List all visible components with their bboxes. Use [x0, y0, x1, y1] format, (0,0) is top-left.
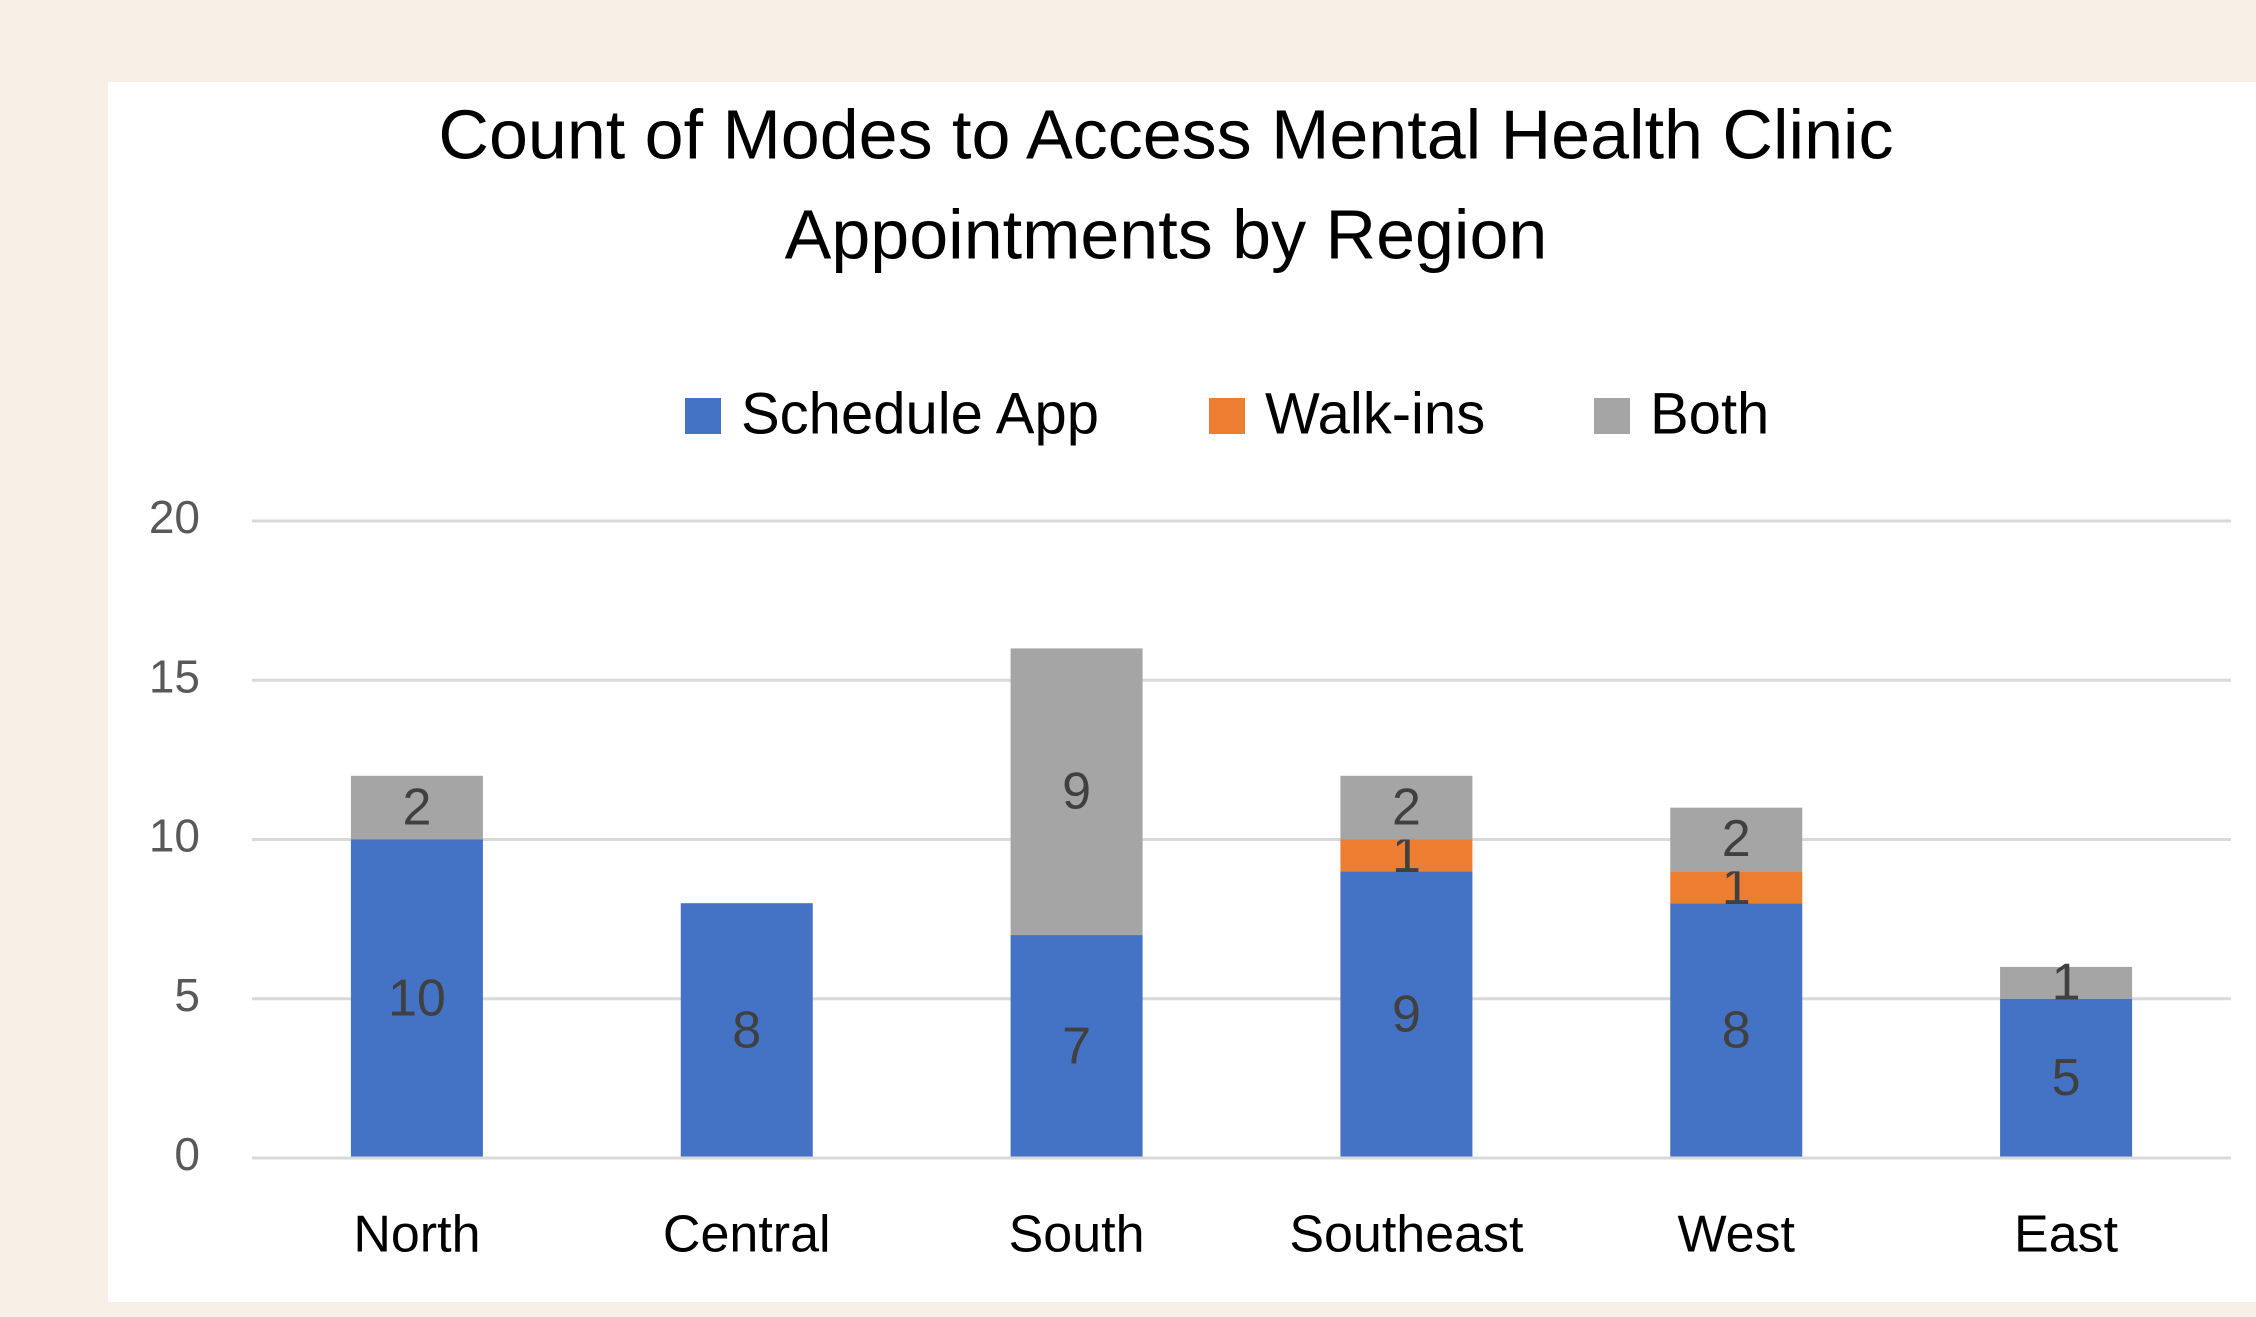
bar-segment [350, 839, 483, 1158]
bar-segment [1340, 839, 1473, 872]
data-label: 8 [732, 1001, 761, 1059]
bar-segment [1010, 935, 1143, 1158]
bar-segment [1010, 648, 1143, 936]
bar-segment [2000, 966, 2133, 999]
legend-swatch [1594, 398, 1630, 434]
data-label: 2 [402, 778, 431, 836]
y-tick-label: 10 [149, 810, 200, 862]
bar-segment [2000, 998, 2133, 1158]
data-label: 8 [1722, 1001, 1751, 1059]
y-tick-label: 20 [149, 491, 200, 543]
data-label: 7 [1062, 1017, 1091, 1075]
data-label: 9 [1062, 762, 1091, 820]
data-label: 1 [2052, 954, 2081, 1012]
x-tick-label: East [2014, 1206, 2119, 1264]
bar-segment [1670, 871, 1803, 904]
data-label: 5 [2052, 1049, 2081, 1107]
legend-swatch [1209, 398, 1245, 434]
bar-segment [350, 775, 483, 840]
x-tick-label: South [1009, 1206, 1145, 1264]
chart-title: Appointments by Region [785, 195, 1548, 273]
x-tick-label: Southeast [1289, 1206, 1524, 1264]
legend-label: Schedule App [741, 381, 1099, 446]
y-tick-label: 15 [149, 650, 200, 702]
legend-swatch [685, 398, 721, 434]
chart-title: Count of Modes to Access Mental Health C… [438, 95, 1893, 173]
data-label: 2 [1392, 778, 1421, 836]
x-tick-label: Central [663, 1206, 831, 1264]
data-label: 10 [388, 969, 446, 1027]
x-tick-label: North [353, 1206, 480, 1264]
y-tick-label: 0 [174, 1128, 200, 1180]
bar-segment [1670, 807, 1803, 872]
bar-segment [1340, 871, 1473, 1158]
legend-label: Walk-ins [1265, 381, 1485, 446]
bar-segment [680, 903, 813, 1158]
data-label: 9 [1392, 985, 1421, 1043]
y-tick-label: 5 [174, 969, 200, 1021]
x-tick-label: West [1677, 1206, 1795, 1264]
bar-segment [1340, 775, 1473, 840]
bar-segment [1670, 903, 1803, 1158]
legend-label: Both [1650, 381, 1769, 446]
data-label: 2 [1722, 810, 1751, 868]
